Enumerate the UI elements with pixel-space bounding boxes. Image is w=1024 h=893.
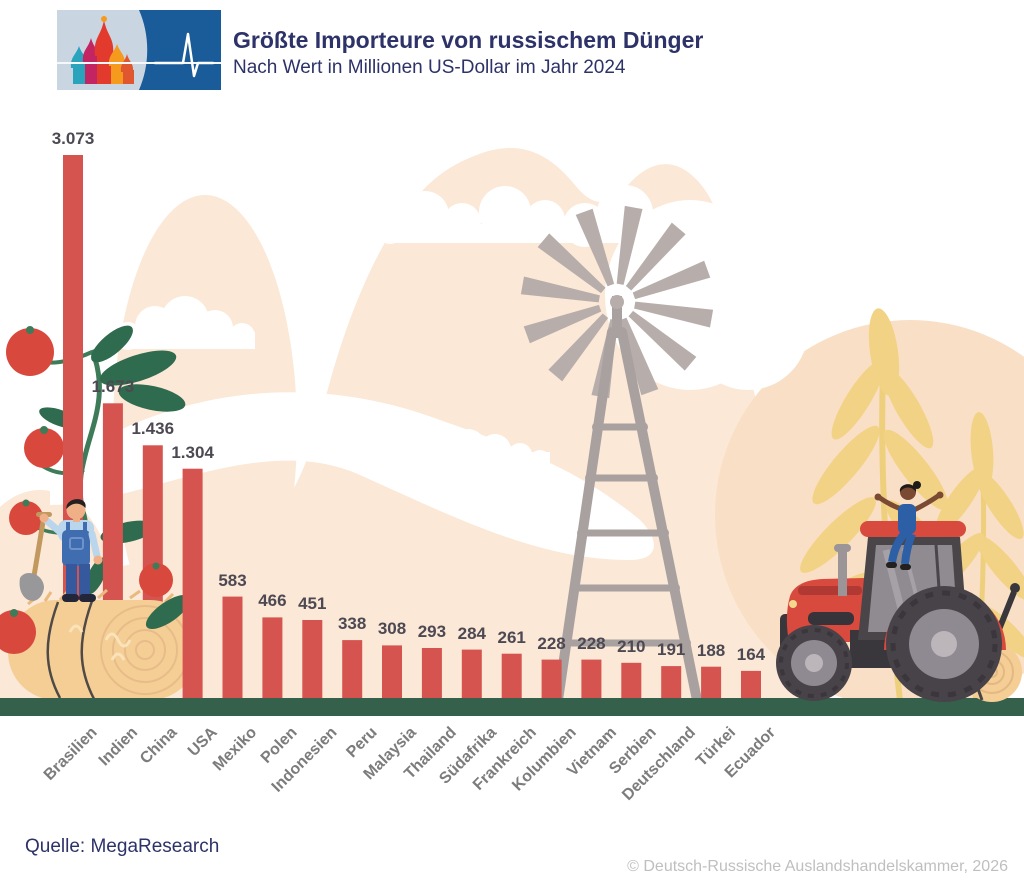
windmill-blade — [616, 205, 643, 285]
source-note: Quelle: MegaResearch — [25, 836, 220, 857]
ground-line — [0, 698, 1024, 716]
value-label: 3.073 — [51, 129, 95, 148]
farm-woman-illustration — [874, 481, 944, 570]
bar-Thailand — [421, 648, 442, 700]
bar-Vietnam — [581, 659, 602, 700]
value-label: 228 — [537, 633, 566, 653]
windmill-blade — [523, 304, 602, 344]
value-label: 261 — [497, 627, 526, 647]
windmill-blade — [628, 310, 697, 371]
value-label: 308 — [377, 619, 407, 639]
value-label: 1.304 — [171, 442, 214, 462]
value-label: 466 — [258, 591, 287, 611]
windmill-blade — [632, 260, 711, 300]
value-label: 210 — [617, 636, 646, 656]
page-title: Größte Importeure von russischem Dünger — [233, 27, 704, 53]
windmill-blade — [619, 317, 659, 396]
bar-Indonesien — [302, 620, 323, 700]
bar-Mexiko — [222, 596, 243, 700]
value-label: 1.436 — [131, 419, 175, 439]
bar-Deutschland — [661, 666, 682, 700]
bar-Südafrika — [461, 649, 482, 700]
bar-Serbien — [621, 662, 642, 700]
value-label: 293 — [417, 622, 447, 642]
value-label: 164 — [736, 644, 766, 664]
bar-USA — [182, 468, 203, 700]
value-label: 1.673 — [91, 377, 135, 397]
windmill-blade — [520, 276, 600, 303]
logo-divider-line — [57, 62, 221, 64]
value-label: 228 — [577, 633, 606, 653]
bars-layer-front — [182, 468, 761, 700]
value-label: 188 — [696, 640, 726, 660]
windmill-blade — [548, 313, 609, 382]
value-label: 191 — [657, 640, 686, 660]
farmer-illustration — [19, 499, 103, 602]
windmill-blade — [634, 301, 714, 328]
logo-blue-panel — [139, 10, 221, 90]
clouds — [50, 185, 808, 560]
bar-Kolumbien — [541, 659, 562, 700]
pulse-line-icon — [153, 32, 215, 78]
bar-Polen — [262, 617, 283, 700]
bar-Malaysia — [382, 645, 402, 700]
windmill-blade — [625, 222, 686, 291]
windmill-blade — [537, 233, 606, 294]
value-label: 338 — [337, 614, 367, 634]
value-label: 284 — [457, 623, 486, 643]
value-label: 583 — [218, 570, 247, 590]
copyright-note: © Deutsch-Russische Auslandshandelskamme… — [627, 858, 1008, 875]
bar-Türkei — [701, 666, 722, 700]
bar-Frankreich — [501, 653, 522, 700]
bar-Peru — [342, 640, 363, 700]
hay-bales-illustration — [0, 562, 198, 700]
windmill-illustration — [520, 205, 714, 705]
dsahk-logo — [57, 10, 221, 90]
bar-Ecuador — [741, 670, 761, 700]
page-subtitle: Nach Wert in Millionen US-Dollar im Jahr… — [233, 57, 626, 78]
windmill-blade — [575, 208, 615, 287]
value-label: 451 — [298, 594, 327, 613]
